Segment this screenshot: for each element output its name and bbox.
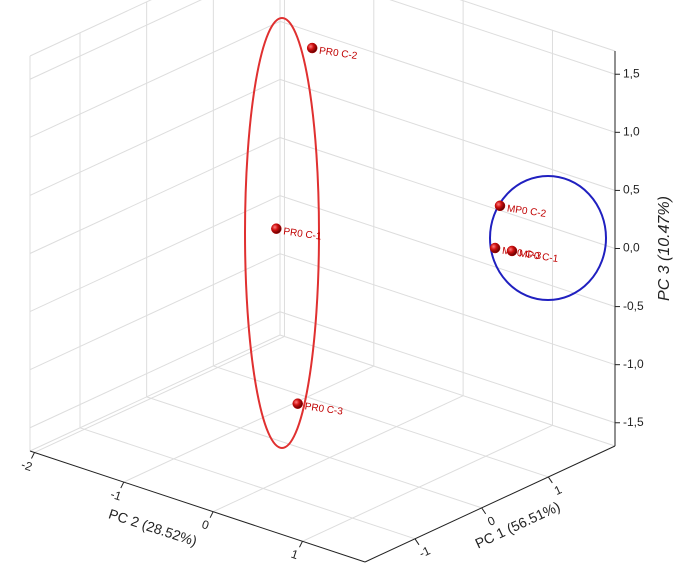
grid-line <box>279 195 616 308</box>
group-ellipse <box>489 175 607 301</box>
z-tick-label: 0,5 <box>623 183 640 197</box>
z-tick-label: -1,5 <box>623 415 644 429</box>
x-tick-label: 1 <box>289 547 300 562</box>
grid-line <box>123 365 375 483</box>
x-axis-title: PC 2 (28.52%) <box>107 505 199 549</box>
grid-line <box>279 137 616 249</box>
data-point <box>506 245 518 257</box>
grid-line <box>29 311 281 429</box>
grid-line <box>389 0 616 75</box>
point-label: PR0 C-1 <box>283 226 323 242</box>
tick-mark <box>481 507 487 515</box>
grid-line <box>29 20 281 138</box>
z-tick-label: 1,0 <box>623 124 640 138</box>
x-axis <box>29 450 366 563</box>
grid-line <box>79 427 416 540</box>
data-point <box>271 223 282 234</box>
tick-mark <box>414 538 420 546</box>
group-ellipse <box>244 17 320 449</box>
grid-line <box>146 396 482 509</box>
z-tick-label: -0,5 <box>623 299 644 313</box>
grid-line <box>279 78 616 191</box>
y-axis <box>364 445 616 563</box>
grid-line <box>29 137 281 254</box>
plot-area <box>29 0 620 563</box>
point-label: MP0 C-1 <box>518 249 559 265</box>
box-edge <box>459 0 616 52</box>
z-axis-title: PC 3 (10.47%) <box>656 196 673 301</box>
grid-line <box>29 253 281 371</box>
data-point <box>306 42 318 54</box>
point-label: PR0 C-3 <box>304 401 344 417</box>
box-edge <box>29 334 281 452</box>
x-tick-label: -1 <box>109 487 124 504</box>
tick-mark <box>299 541 303 548</box>
tick-mark <box>120 481 125 489</box>
grid-line <box>279 20 616 133</box>
box-edge <box>279 334 616 447</box>
grid-line <box>279 311 616 424</box>
data-point <box>489 242 501 254</box>
grid-line <box>29 0 202 80</box>
grid-line <box>34 336 285 453</box>
grid-line <box>279 253 616 366</box>
tick-mark <box>547 476 553 484</box>
x-tick-label: 0 <box>200 517 211 532</box>
data-point <box>292 398 303 409</box>
y-tick-label: 1 <box>552 482 564 498</box>
box-edge <box>29 0 152 57</box>
tick-mark <box>209 511 214 518</box>
y-tick-label: -1 <box>417 543 433 560</box>
grid-line <box>29 78 281 196</box>
grid-line <box>213 365 549 478</box>
z-tick-label: 0,0 <box>623 241 640 255</box>
x-tick-label: -2 <box>19 457 34 474</box>
tick-mark <box>31 452 35 459</box>
data-point <box>494 200 506 212</box>
grid-line <box>29 195 281 313</box>
grid-line <box>302 424 553 542</box>
z-tick-label: 1,5 <box>623 66 640 80</box>
point-label: MP0 C-2 <box>506 203 547 219</box>
z-tick-label: -1,0 <box>623 357 644 371</box>
grid-line <box>212 395 464 513</box>
point-label: PR0 C-2 <box>318 46 358 62</box>
